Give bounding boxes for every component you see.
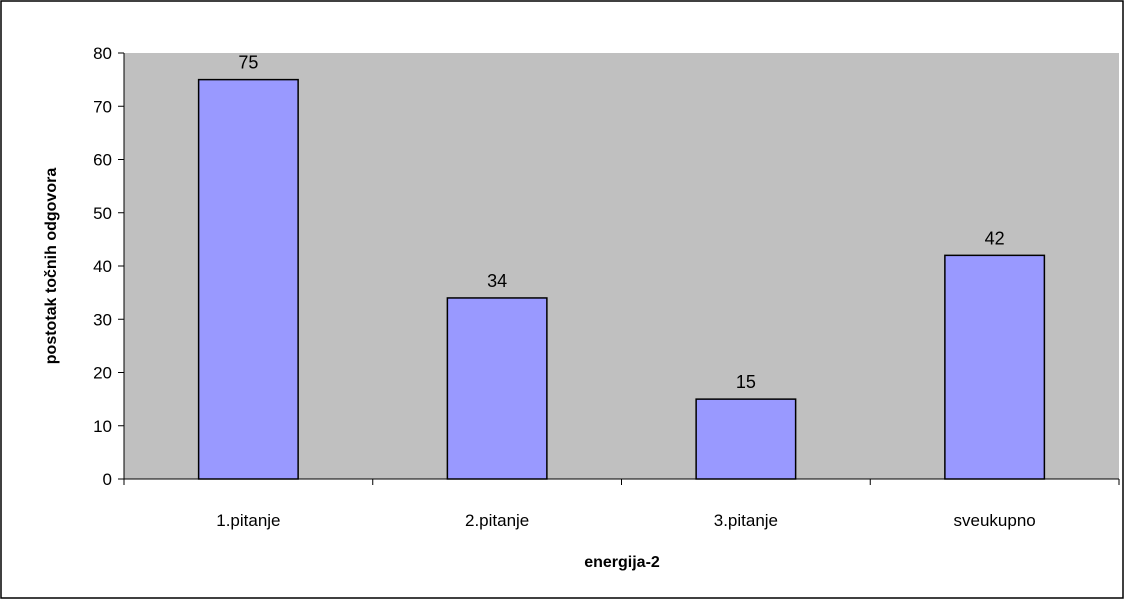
labels-layer: 0 10 20 30 40 50 60 70 80 75 1.pitanje 34 2.pitanje 1… [93,44,1036,530]
bar [944,254,1046,480]
bar [695,398,797,480]
y-tick-label: 70 [93,97,112,116]
y-tick-label: 20 [93,364,112,383]
y-tick-label: 80 [93,44,112,63]
ticks-layer [118,52,1120,485]
y-axis-title: postotak točnih odgovora [43,168,60,365]
bar [197,78,299,480]
bar-value-label: 15 [736,372,756,392]
bars-layer [197,78,1046,480]
bar-value-label: 34 [487,271,507,291]
y-tick-label: 0 [103,470,112,489]
bar-value-label: 42 [985,228,1005,248]
x-category-label: 1.pitanje [216,511,280,530]
y-tick-label: 60 [93,151,112,170]
bar-value-label: 75 [238,53,258,73]
y-tick-label: 40 [93,257,112,276]
x-category-label: sveukupno [954,511,1036,530]
y-tick-label: 50 [93,204,112,223]
y-tick-label: 10 [93,417,112,436]
bar [446,297,548,480]
x-axis-title: energija-2 [584,554,660,571]
y-tick-label: 30 [93,310,112,329]
x-category-label: 2.pitanje [465,511,529,530]
x-category-label: 3.pitanje [714,511,778,530]
